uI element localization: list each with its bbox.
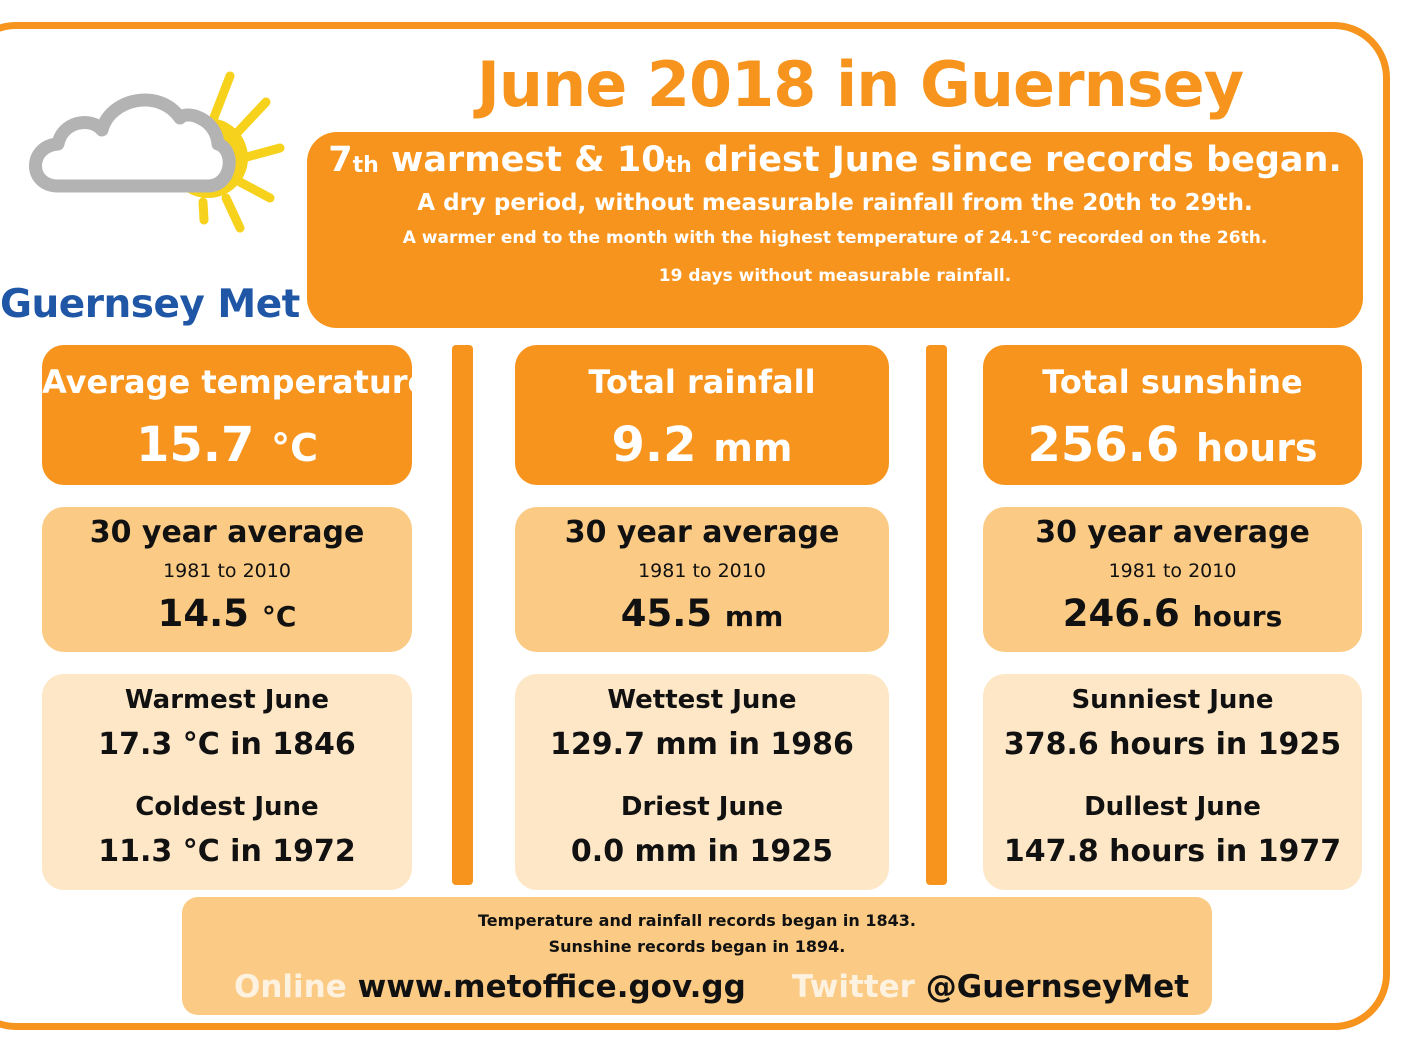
temperature-records-card: Warmest June 17.3 °C in 1846 Coldest Jun… [42, 674, 412, 890]
average-title: 30 year average [564, 515, 840, 550]
temperature-card: Average temperature 15.7 °C [42, 345, 430, 485]
average-range: 1981 to 2010 [1108, 560, 1237, 582]
rainfall-records-card: Wettest June 129.7 mm in 1986 Driest Jun… [515, 674, 889, 890]
dullest-june-title: Dullest June [1084, 792, 1261, 822]
wettest-june-title: Wettest June [607, 685, 797, 715]
driest-june-title: Driest June [620, 792, 784, 822]
sunshine-value: 256.6 hours [1027, 417, 1318, 473]
rainfall-label: Total rainfall [588, 363, 816, 401]
average-title: 30 year average [89, 515, 365, 550]
guernsey-met-logo: Guernsey Met [0, 58, 300, 327]
rainfall-value: 9.2 mm [611, 417, 793, 473]
rainfall-column: Total rainfall 9.2 mm 30 year average 19… [515, 345, 889, 890]
temperature-column: Average temperature 15.7 °C 30 year aver… [42, 345, 430, 890]
warmest-june-title: Warmest June [124, 685, 330, 715]
wettest-june-value: 129.7 mm in 1986 [550, 727, 854, 762]
average-title: 30 year average [1035, 515, 1310, 550]
records-note-sunshine: Sunshine records began in 1894. [548, 937, 846, 956]
average-value: 14.5 °C [157, 592, 297, 635]
records-note-temperature-rainfall: Temperature and rainfall records began i… [478, 911, 916, 930]
cloud-sun-icon [29, 71, 285, 233]
column-divider [452, 345, 473, 885]
online-label: Online [234, 969, 347, 1005]
footer-links: Online www.metoffice.gov.gg Twitter @Gue… [182, 969, 1212, 1005]
column-divider [926, 345, 947, 885]
warmest-june-value: 17.3 °C in 1846 [98, 727, 356, 762]
summary-warm-end: A warmer end to the month with the highe… [402, 228, 1268, 248]
sunshine-label: Total sunshine [1042, 363, 1303, 401]
temperature-average-card: 30 year average 1981 to 2010 14.5 °C [42, 507, 412, 652]
sunshine-column: Total sunshine 256.6 hours 30 year avera… [983, 345, 1362, 890]
sunniest-june-title: Sunniest June [1071, 685, 1274, 715]
coldest-june-title: Coldest June [135, 792, 319, 822]
rainfall-card: Total rainfall 9.2 mm [515, 345, 889, 485]
rainfall-average-card: 30 year average 1981 to 2010 45.5 mm [515, 507, 889, 652]
temperature-value: 15.7 °C [135, 417, 319, 473]
page-title: June 2018 in Guernsey [476, 48, 1244, 121]
average-range: 1981 to 2010 [163, 560, 291, 582]
coldest-june-value: 11.3 °C in 1972 [98, 834, 356, 869]
summary-panel: 7th warmest & 10th driest June since rec… [307, 132, 1363, 328]
sunshine-records-card: Sunniest June 378.6 hours in 1925 Dulles… [983, 674, 1362, 890]
twitter-label: Twitter [792, 969, 915, 1005]
twitter-link[interactable]: Twitter @GuernseyMet [792, 969, 1189, 1005]
summary-headline: 7th warmest & 10th driest June since rec… [328, 140, 1342, 180]
sunshine-card: Total sunshine 256.6 hours [983, 345, 1362, 485]
sunshine-average-card: 30 year average 1981 to 2010 246.6 hours [983, 507, 1362, 652]
driest-june-value: 0.0 mm in 1925 [570, 834, 834, 869]
summary-dry-period: A dry period, without measurable rainfal… [417, 190, 1253, 216]
twitter-handle[interactable]: @GuernseyMet [925, 969, 1190, 1005]
temperature-label: Average temperature [42, 363, 430, 401]
page-frame [0, 22, 1390, 1030]
website-url[interactable]: www.metoffice.gov.gg [357, 969, 746, 1005]
average-value: 45.5 mm [620, 592, 784, 635]
average-value: 246.6 hours [1062, 592, 1283, 635]
dullest-june-value: 147.8 hours in 1977 [1003, 834, 1342, 869]
online-link[interactable]: Online www.metoffice.gov.gg [234, 969, 746, 1005]
footer-panel: Temperature and rainfall records began i… [182, 897, 1212, 1015]
logo-text: Guernsey Met [0, 282, 300, 327]
summary-dry-days: 19 days without measurable rainfall. [658, 266, 1012, 286]
average-range: 1981 to 2010 [638, 560, 766, 582]
sunniest-june-value: 378.6 hours in 1925 [1003, 727, 1342, 762]
